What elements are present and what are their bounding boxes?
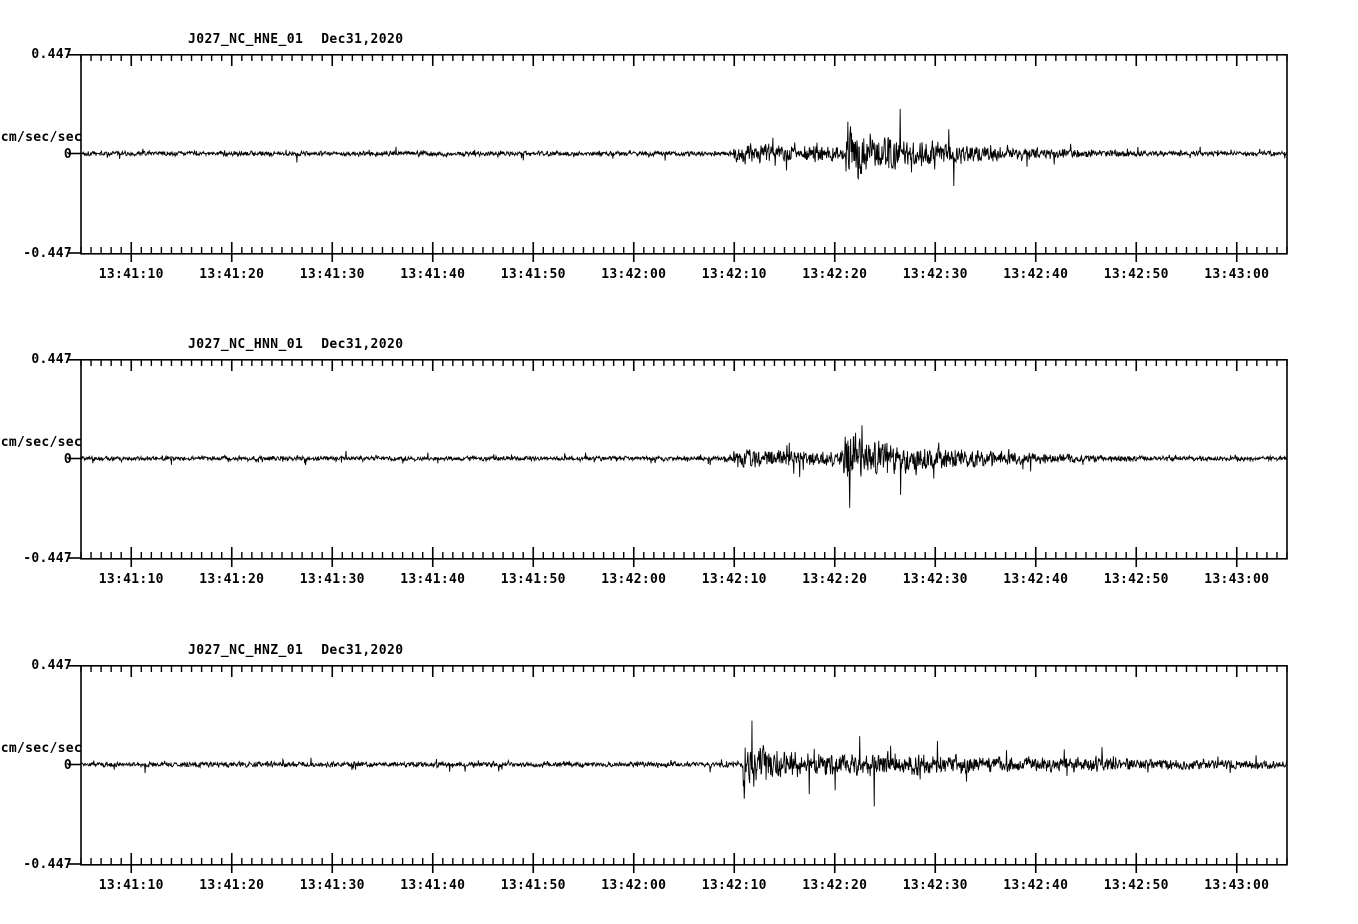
panel-title-hnz: J027_NC_HNZ_01 Dec31,2020 [188, 643, 403, 658]
x-tick-label: 13:42:10 [701, 878, 767, 893]
x-tick-label: 13:42:00 [601, 267, 667, 282]
x-tick-label: 13:41:50 [500, 572, 566, 587]
y-axis-unit-label-hnz: cm/sec/sec [0, 740, 82, 756]
x-tick-label: 13:41:10 [98, 878, 164, 893]
y-axis-zero-label-hnz: 0 [63, 757, 72, 773]
x-tick-label: 13:42:40 [1003, 878, 1069, 893]
axis-ticks-hnn [80, 359, 1288, 567]
waveform-trace-hne [81, 108, 1287, 187]
y-axis-zero-label-hnn: 0 [63, 451, 72, 467]
y-axis-zero-label-hne: 0 [63, 146, 72, 162]
y-axis-unit-label-hne: cm/sec/sec [0, 129, 82, 145]
x-tick-label: 13:42:20 [802, 878, 868, 893]
x-tick-label: 13:42:30 [902, 878, 968, 893]
x-tick-label: 13:41:10 [98, 267, 164, 282]
x-tick-label: 13:42:20 [802, 267, 868, 282]
x-tick-label: 13:42:20 [802, 572, 868, 587]
y-axis-unit-label-hnn: cm/sec/sec [0, 434, 82, 450]
x-tick-label: 13:41:30 [299, 878, 365, 893]
waveform-trace-hnn [81, 425, 1287, 508]
x-tick-label: 13:42:30 [902, 572, 968, 587]
trace-name-hnn: J027_NC_HNN_01 [188, 337, 304, 352]
x-tick-label: 13:41:40 [400, 878, 466, 893]
trace-date-hne: Dec31,2020 [321, 32, 404, 47]
trace-date-hnz: Dec31,2020 [321, 643, 404, 658]
x-tick-label: 13:42:50 [1103, 267, 1169, 282]
x-tick-label: 13:42:00 [601, 878, 667, 893]
trace-date-hnn: Dec31,2020 [321, 337, 404, 352]
x-axis-labels-hnz: 13:41:10 13:41:20 13:41:30 13:41:40 13:41:50… [0, 878, 1358, 900]
x-tick-label: 13:41:50 [500, 878, 566, 893]
panel-title-hne: J027_NC_HNE_01 Dec31,2020 [188, 32, 403, 47]
x-tick-label: 13:41:30 [299, 572, 365, 587]
x-tick-label: 13:41:20 [199, 878, 265, 893]
x-axis-labels-hne: 13:41:10 13:41:20 13:41:30 13:41:40 13:41:50… [0, 267, 1358, 289]
x-tick-label: 13:41:20 [199, 267, 265, 282]
panel-title-hnn: J027_NC_HNN_01 Dec31,2020 [188, 337, 403, 352]
y-axis-min-label-hnz: -0.447 [23, 857, 72, 872]
y-axis-ticks-hnz [68, 665, 81, 865]
x-tick-label: 13:42:50 [1103, 878, 1169, 893]
x-tick-label: 13:43:00 [1204, 878, 1270, 893]
x-tick-label: 13:41:20 [199, 572, 265, 587]
x-tick-label: 13:42:40 [1003, 572, 1069, 587]
x-axis-labels-hnn: 13:41:10 13:41:20 13:41:30 13:41:40 13:41:50… [0, 572, 1358, 594]
x-tick-label: 13:42:10 [701, 572, 767, 587]
y-axis-max-label-hnn: 0.447 [31, 352, 72, 367]
y-axis-min-label-hne: -0.447 [23, 246, 72, 261]
plot-area-hne [68, 54, 1288, 262]
x-tick-label: 13:41:40 [400, 572, 466, 587]
trace-name-hnz: J027_NC_HNZ_01 [188, 643, 304, 658]
plot-area-hnz [68, 665, 1288, 873]
axis-ticks-hne [80, 54, 1288, 262]
x-tick-label: 13:42:30 [902, 267, 968, 282]
x-tick-label: 13:43:00 [1204, 572, 1270, 587]
x-tick-label: 13:42:10 [701, 267, 767, 282]
waveform-trace-hnz [81, 720, 1287, 807]
x-tick-label: 13:41:50 [500, 267, 566, 282]
x-tick-label: 13:42:40 [1003, 267, 1069, 282]
y-axis-min-label-hnn: -0.447 [23, 551, 72, 566]
y-axis-max-label-hne: 0.447 [31, 47, 72, 62]
y-axis-ticks-hne [68, 54, 81, 254]
x-tick-label: 13:41:40 [400, 267, 466, 282]
plot-area-hnn [68, 359, 1288, 567]
trace-name-hne: J027_NC_HNE_01 [188, 32, 304, 47]
x-tick-label: 13:41:10 [98, 572, 164, 587]
x-tick-label: 13:42:50 [1103, 572, 1169, 587]
x-tick-label: 13:42:00 [601, 572, 667, 587]
x-tick-label: 13:43:00 [1204, 267, 1270, 282]
y-axis-ticks-hnn [68, 359, 81, 559]
x-tick-label: 13:41:30 [299, 267, 365, 282]
axis-ticks-hnz [80, 665, 1288, 873]
y-axis-max-label-hnz: 0.447 [31, 658, 72, 673]
